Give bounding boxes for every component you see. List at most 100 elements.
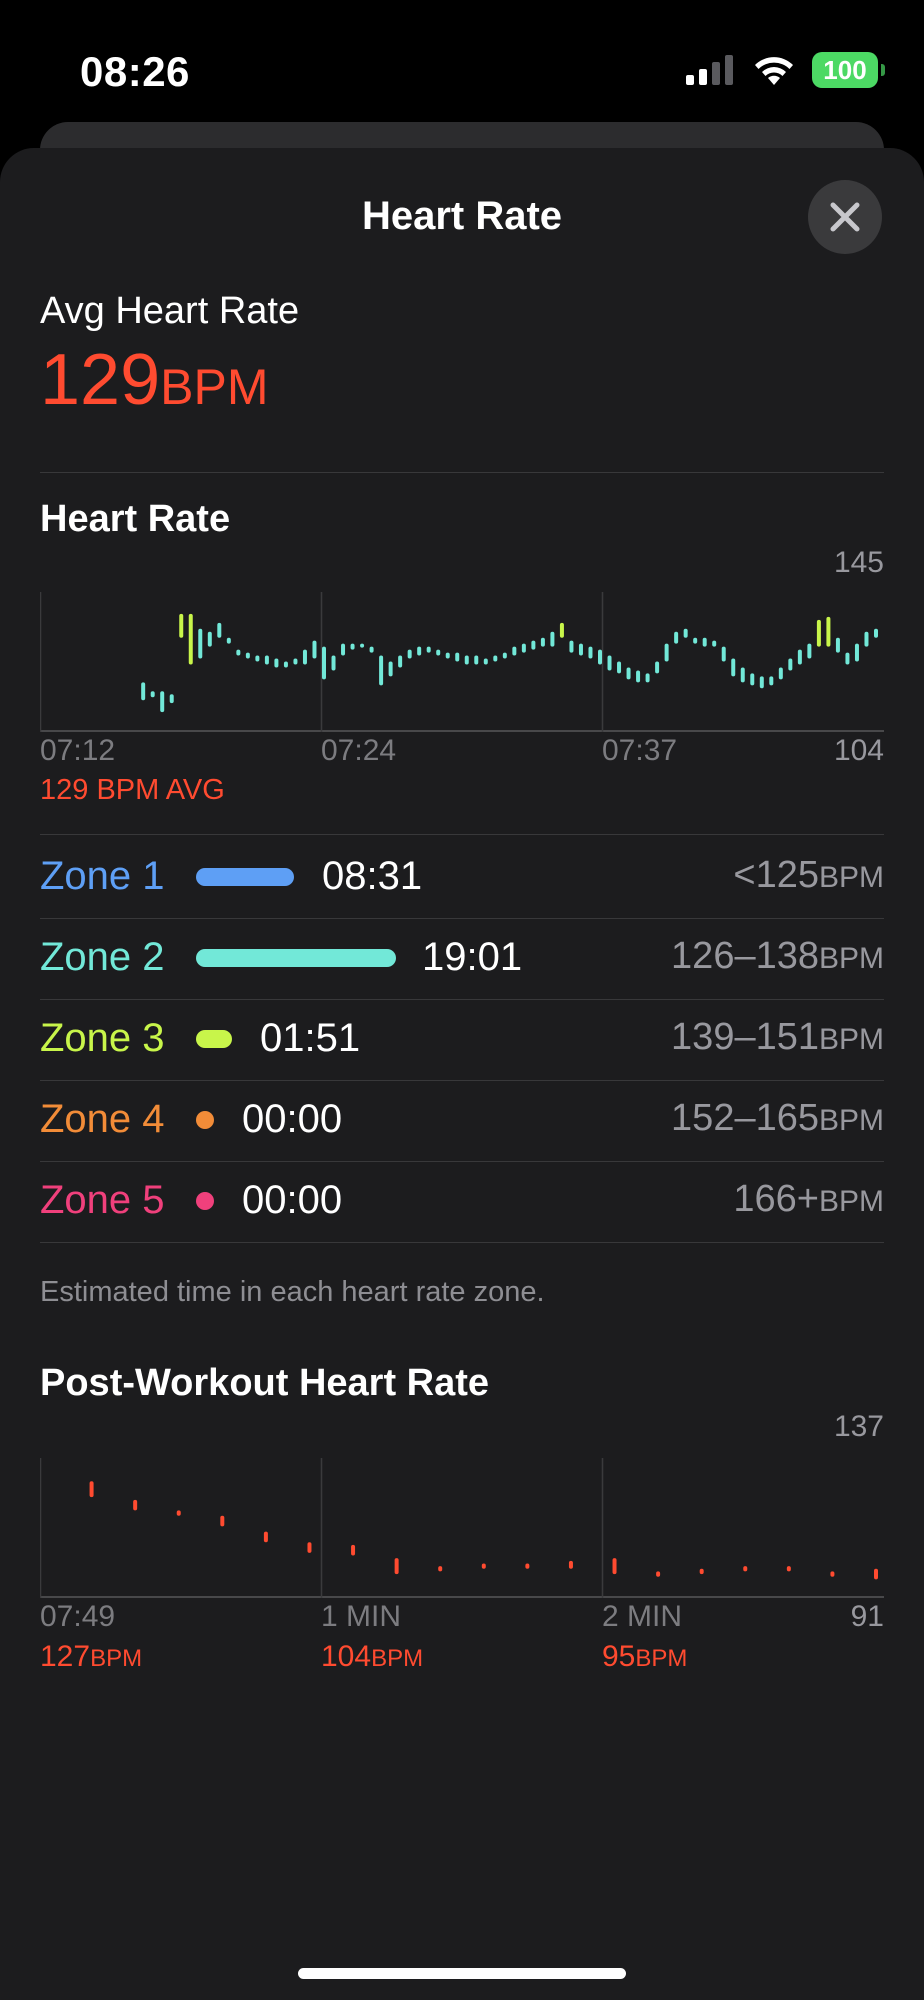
post-workout-x-tick: 07:49 (40, 1600, 116, 1633)
heart-rate-range-bar (607, 655, 612, 671)
heart-rate-range-bar (740, 667, 745, 683)
zone-separator (40, 918, 884, 919)
post-workout-chart-min-label: 91 (850, 1600, 884, 1633)
heart-rate-range-bar (864, 631, 869, 647)
post-workout-value-unit: BPM (371, 1645, 424, 1672)
heart-rate-range-bar (874, 628, 878, 638)
heart-rate-range-bar (816, 619, 821, 647)
heart-rate-range-bar (207, 631, 212, 647)
zone-range-unit: BPM (818, 1023, 884, 1056)
heart-rate-range-bar (350, 643, 355, 650)
post-workout-range-bar (307, 1542, 312, 1553)
heart-rate-range-bar (455, 652, 460, 662)
post-workout-range-bar (699, 1568, 704, 1575)
post-workout-range-bar (438, 1566, 443, 1572)
zone-time: 00:00 (242, 1097, 343, 1141)
status-bar: 08:26 100 (0, 0, 924, 140)
status-time: 08:26 (80, 48, 190, 95)
battery-indicator: 100 (812, 52, 885, 88)
heart-rate-range-bar (255, 655, 260, 662)
heart-rate-range-bar (550, 631, 555, 647)
zone-range-value: 166+ (733, 1178, 819, 1220)
post-workout-range-bar (133, 1499, 138, 1511)
zone-time: 08:31 (322, 854, 423, 898)
heart-rate-range-bar (379, 655, 384, 686)
zone-name: Zone 4 (40, 1097, 165, 1141)
heart-rate-range-bar (521, 643, 526, 653)
cellular-signal-icon (686, 55, 733, 85)
heart-rate-range-bar (302, 649, 307, 665)
heart-rate-x-tick: 07:12 (40, 734, 116, 767)
heart-rate-range-bar (769, 676, 774, 686)
zone-name: Zone 1 (40, 854, 165, 898)
heart-rate-range-bar (331, 655, 336, 671)
post-workout-section-title: Post-Workout Heart Rate (40, 1362, 490, 1404)
heart-rate-range-bar (245, 652, 250, 659)
zone-name: Zone 5 (40, 1178, 165, 1222)
heart-rate-range-bar (160, 691, 165, 713)
heart-rate-range-bar (835, 637, 840, 653)
heart-rate-chart (40, 592, 884, 732)
heart-rate-range-bar (398, 655, 403, 668)
heart-rate-range-bar (845, 652, 850, 665)
zone-separator (40, 1242, 884, 1243)
zone-range: 139–151BPM (671, 1016, 884, 1059)
post-workout-range-bar (89, 1481, 94, 1498)
heart-rate-range-bar (426, 646, 431, 653)
heart-rate-range-bar (655, 661, 660, 674)
heart-rate-range-bar (540, 637, 545, 647)
heart-rate-range-bar (731, 658, 736, 677)
heart-rate-range-bar (407, 649, 412, 659)
heart-rate-range-bar (264, 655, 269, 665)
close-button[interactable] (808, 180, 882, 254)
post-workout-value: 104BPM (321, 1640, 423, 1674)
heart-rate-range-bar (436, 649, 441, 656)
heart-rate-range-bar (226, 637, 231, 644)
heart-rate-range-bar (474, 655, 479, 665)
zone-name: Zone 3 (40, 1016, 165, 1060)
heart-rate-range-bar (512, 646, 517, 656)
post-workout-x-tick: 1 MIN (321, 1600, 402, 1633)
post-workout-range-bar (786, 1566, 791, 1572)
post-workout-range-bar (481, 1563, 486, 1569)
heart-rate-range-bar (236, 649, 241, 656)
zone-separator (40, 1161, 884, 1162)
zone-duration-dot (196, 1192, 214, 1210)
heart-rate-range-bar (198, 628, 203, 659)
zone-range-value: <125 (733, 854, 819, 896)
divider (40, 834, 884, 835)
heart-rate-range-bar (569, 640, 574, 653)
avg-heart-rate-value: 129BPM (40, 344, 269, 416)
heart-rate-range-bar (502, 652, 507, 659)
zone-row-4: Zone 4 00:00 152–165BPM (40, 1081, 884, 1162)
zone-duration-bar (196, 868, 294, 886)
heart-rate-range-bar (274, 658, 279, 668)
zone-time: 01:51 (260, 1016, 361, 1060)
heart-rate-range-bar (636, 670, 641, 683)
heart-rate-range-bar (750, 673, 755, 686)
zone-range-unit: BPM (818, 942, 884, 975)
post-workout-range-bar (351, 1544, 356, 1556)
zone-separator (40, 1080, 884, 1081)
heart-rate-range-bar (445, 652, 450, 659)
heart-rate-range-bar (141, 682, 146, 701)
post-workout-range-bar (874, 1568, 878, 1580)
post-workout-x-tick: 2 MIN (602, 1600, 683, 1633)
zones-footnote: Estimated time in each heart rate zone. (40, 1276, 545, 1308)
avg-heart-rate-unit: BPM (160, 359, 269, 415)
heart-rate-range-bar (188, 613, 193, 665)
heart-rate-range-bar (464, 655, 469, 665)
heart-rate-range-bar (293, 658, 298, 665)
heart-rate-x-tick: 07:37 (602, 734, 678, 767)
heart-rate-range-bar (854, 643, 859, 662)
home-indicator[interactable] (298, 1968, 626, 1979)
heart-rate-range-bar (369, 646, 374, 653)
heart-rate-chart-min-label: 104 (833, 734, 884, 767)
zone-range-unit: BPM (818, 1185, 884, 1218)
zone-range-value: 139–151 (671, 1016, 819, 1058)
close-icon (830, 202, 860, 232)
heart-rate-range-bar (664, 643, 669, 662)
heart-rate-range-bar (322, 646, 326, 680)
zone-duration-dot (196, 1111, 214, 1129)
heart-rate-range-bar (721, 646, 726, 662)
